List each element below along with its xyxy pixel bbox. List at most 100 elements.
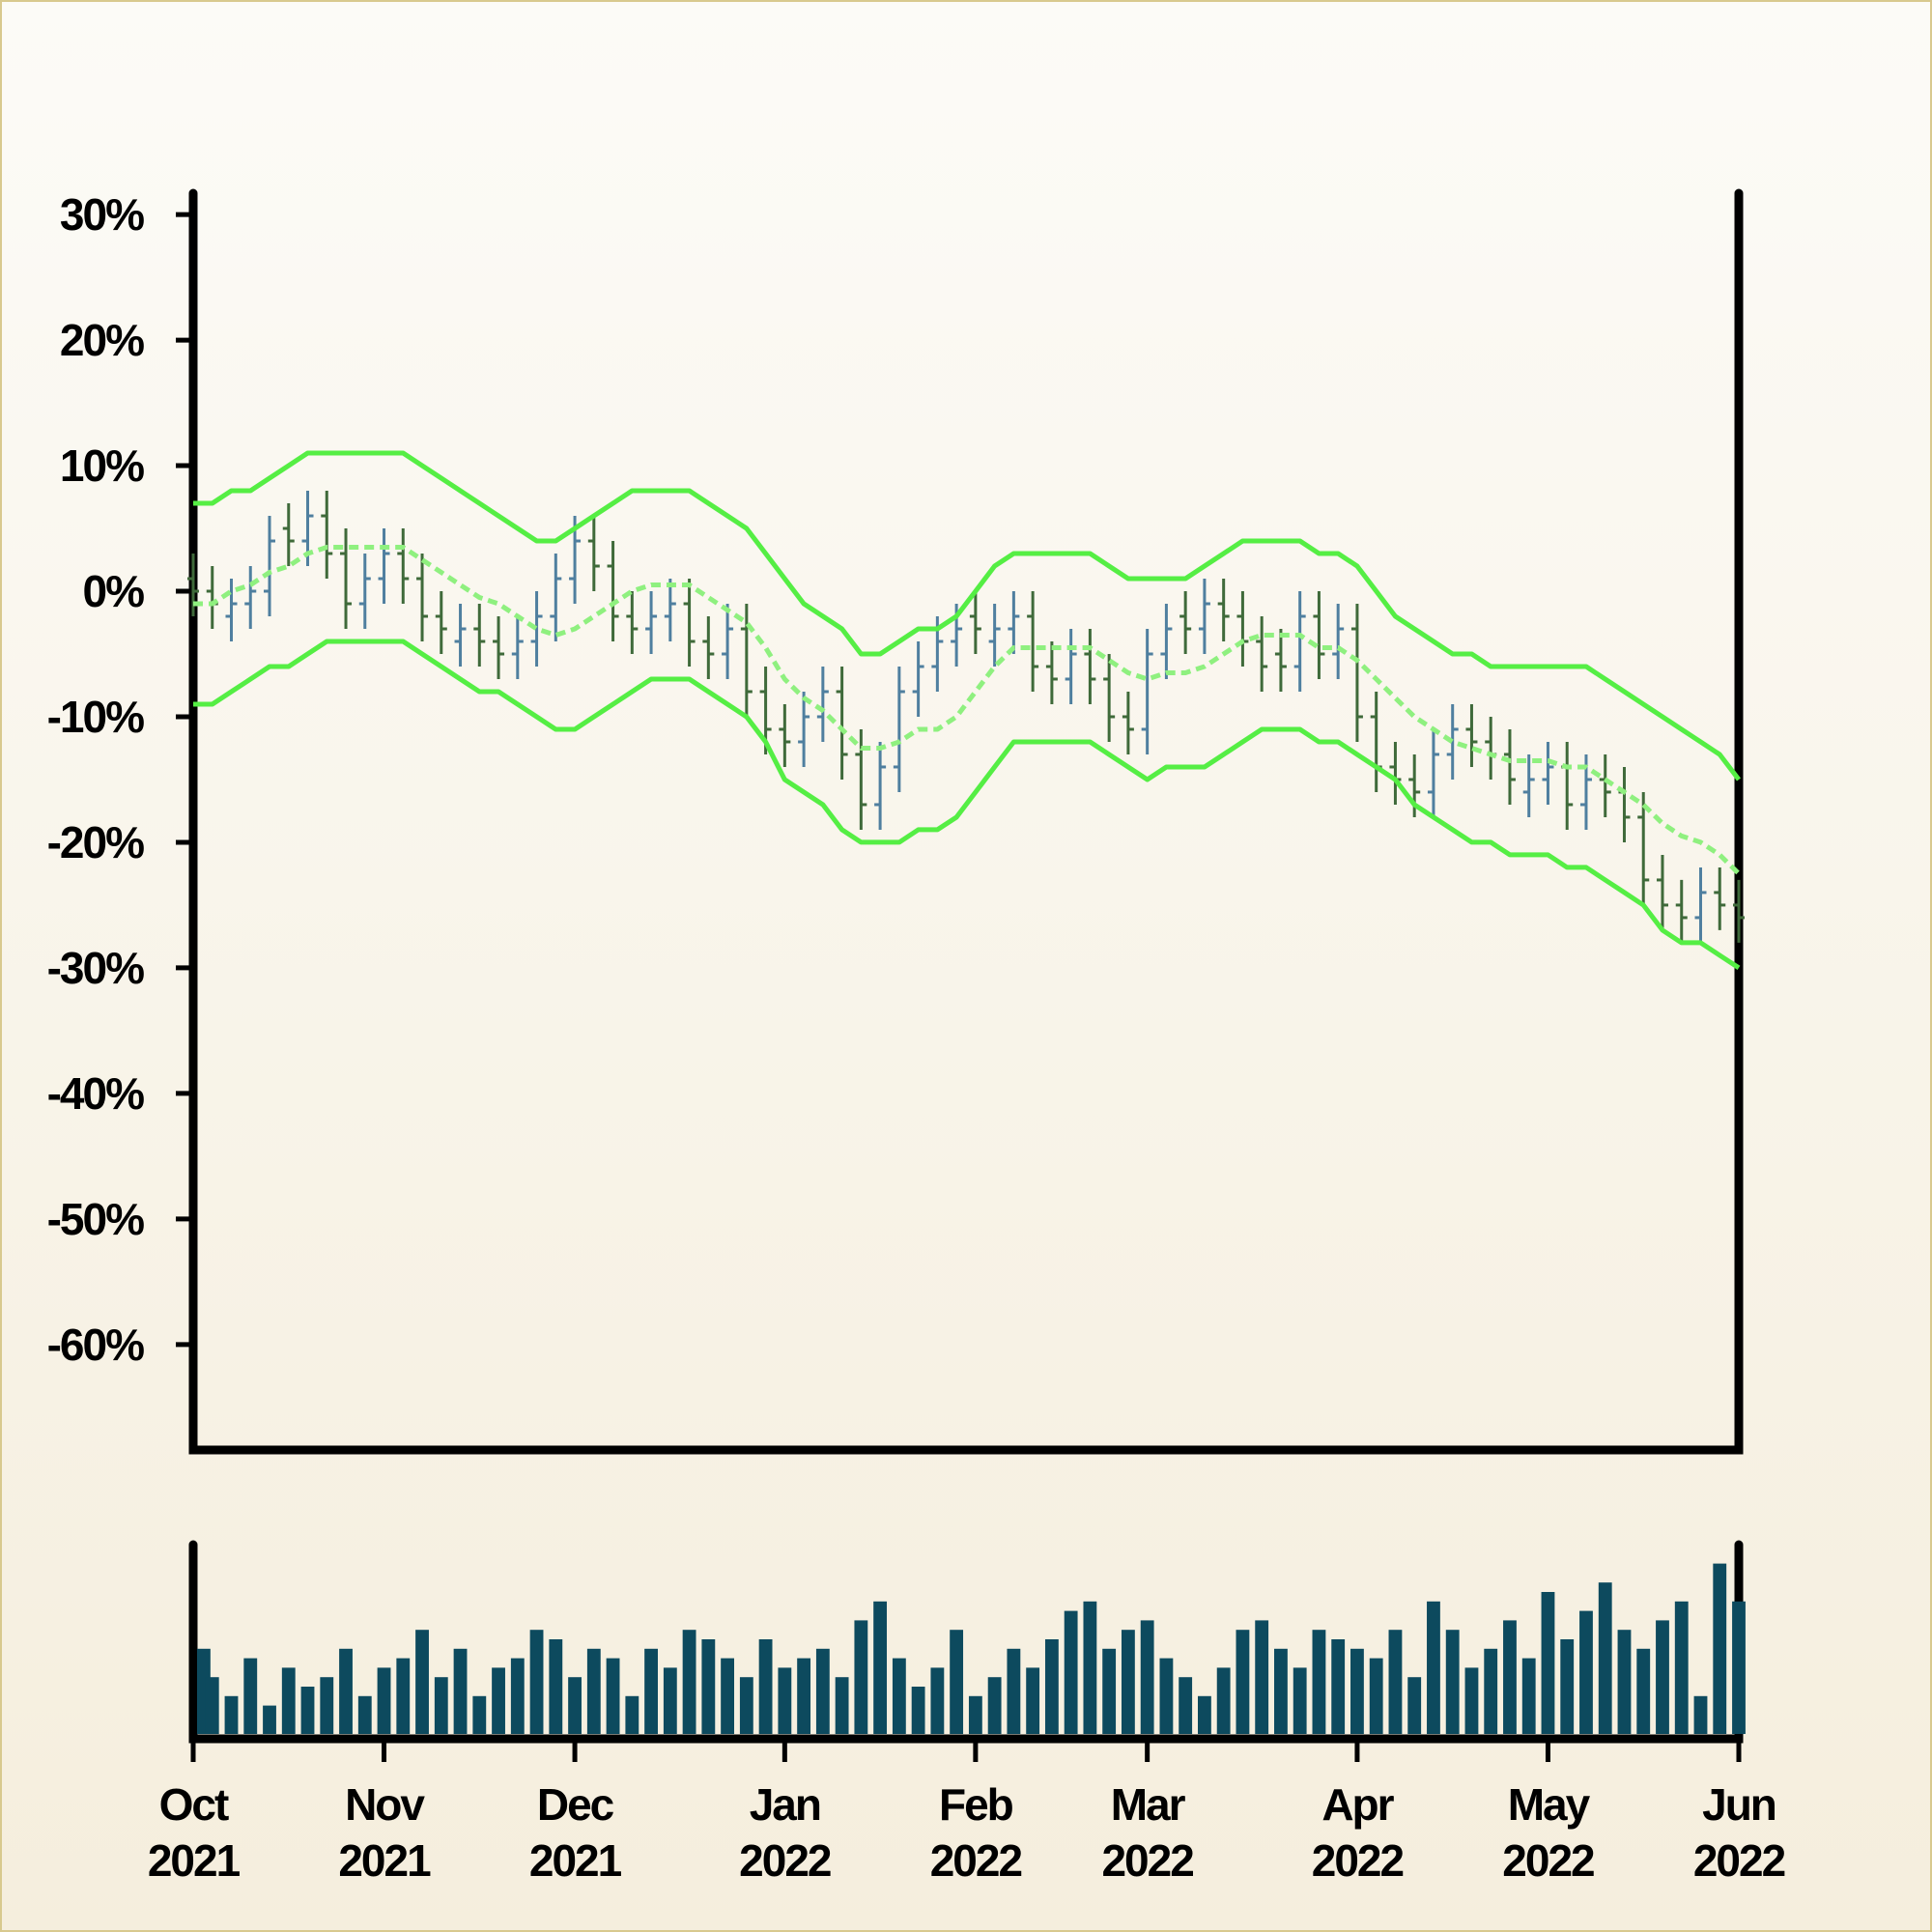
x-tick-label: Jan 2022 — [739, 1779, 831, 1886]
volume-bar — [758, 1639, 773, 1734]
volume-bar — [1674, 1601, 1689, 1734]
volume-bar — [1560, 1639, 1575, 1734]
volume-bar — [1617, 1630, 1632, 1734]
y-tick-label: 0% — [83, 566, 145, 616]
volume-bar — [778, 1667, 792, 1734]
volume-bar — [1064, 1610, 1078, 1734]
x-tick-label: Apr 2022 — [1312, 1779, 1404, 1886]
volume-bar — [529, 1630, 544, 1734]
volume-bar — [1427, 1601, 1440, 1734]
volume-bar — [1521, 1658, 1536, 1734]
y-tick-label: -60% — [47, 1320, 144, 1370]
volume-bar — [243, 1658, 258, 1734]
volume-bar — [453, 1648, 468, 1734]
volume-bar — [701, 1639, 716, 1734]
volume-bar — [1179, 1677, 1193, 1734]
band-line — [193, 545, 1741, 876]
volume-bar — [1121, 1630, 1135, 1734]
volume-bar — [224, 1695, 239, 1734]
volume-bar — [300, 1687, 315, 1734]
volume-bar — [434, 1677, 448, 1734]
volume-bar — [1274, 1648, 1288, 1734]
volume-bar — [721, 1658, 734, 1734]
volume-bar — [1407, 1677, 1422, 1734]
y-tick-label: -20% — [47, 817, 144, 867]
volume-bar — [320, 1677, 334, 1734]
x-tick-label: Jun 2022 — [1693, 1779, 1785, 1886]
volume-bar — [1083, 1601, 1097, 1734]
volume-bar — [1388, 1630, 1403, 1734]
volume-bar — [1656, 1620, 1669, 1734]
volume-bar — [1236, 1630, 1250, 1734]
volume-bar — [263, 1705, 276, 1734]
volume-bar — [510, 1658, 525, 1734]
volume-bar — [492, 1667, 505, 1734]
volume-bar — [1732, 1601, 1746, 1734]
volume-bar — [1693, 1695, 1708, 1734]
y-tick-label: 10% — [60, 440, 144, 491]
y-tick-label: 30% — [60, 189, 144, 240]
volume-bar — [1102, 1648, 1117, 1734]
x-tick-label: Dec 2021 — [529, 1779, 622, 1886]
volume-bar — [1713, 1563, 1727, 1734]
volume-bar — [1503, 1620, 1517, 1734]
volume-bar — [1044, 1639, 1059, 1734]
volume-bar — [987, 1677, 1002, 1734]
volume-bar — [1636, 1648, 1651, 1734]
volume-bar — [1331, 1639, 1346, 1734]
volume-bar — [1579, 1610, 1593, 1734]
volume-bar — [892, 1658, 906, 1734]
volume-bar — [1007, 1648, 1021, 1734]
volume-bar — [1159, 1658, 1174, 1734]
volume-bar — [339, 1648, 353, 1734]
volume-bar — [1541, 1592, 1555, 1734]
volume-bar — [911, 1687, 925, 1734]
volume-bar — [815, 1648, 830, 1734]
x-tick-label: Mar 2022 — [1101, 1779, 1193, 1886]
volume-bar — [586, 1648, 601, 1734]
x-tick-label: Oct 2021 — [148, 1779, 241, 1886]
y-tick-label: -30% — [47, 943, 144, 993]
volume-bar — [644, 1648, 658, 1734]
main-frame — [188, 188, 1744, 1455]
volume-bar — [854, 1620, 868, 1734]
x-tick-label: Feb 2022 — [930, 1779, 1022, 1886]
volume-bar — [1312, 1630, 1326, 1734]
volume-bar — [1026, 1667, 1040, 1734]
y-tick-label: -40% — [47, 1068, 144, 1119]
volume-bar — [1445, 1630, 1460, 1734]
volume-bar — [472, 1695, 487, 1734]
volume-bar — [1598, 1582, 1612, 1734]
volume-bar — [549, 1639, 563, 1734]
x-tick-label: May 2022 — [1502, 1779, 1594, 1886]
volume-bar — [1140, 1620, 1154, 1734]
volume-bar — [377, 1667, 391, 1734]
volume-bar — [682, 1630, 696, 1734]
volume-bar — [1198, 1695, 1211, 1734]
volume-bar — [663, 1667, 677, 1734]
band-line — [193, 639, 1741, 970]
volume-bar — [606, 1658, 620, 1734]
volume-bar — [797, 1658, 811, 1734]
volume-bar — [835, 1677, 849, 1734]
volume-bar — [1484, 1648, 1498, 1734]
volume-bar — [1369, 1658, 1383, 1734]
volume-bar — [950, 1630, 964, 1734]
x-tick-label: Nov 2021 — [338, 1779, 431, 1886]
volume-bar — [930, 1667, 945, 1734]
volume-bar — [205, 1677, 219, 1734]
volume-bar — [1464, 1667, 1479, 1734]
volume-bar — [1350, 1648, 1364, 1734]
volume-bar — [357, 1695, 372, 1734]
volume-bar — [281, 1667, 296, 1734]
volume-bar — [1216, 1667, 1231, 1734]
volume-bar — [968, 1695, 982, 1734]
volume-bar — [625, 1695, 639, 1734]
volume-bar — [415, 1630, 429, 1734]
volume-bar — [739, 1677, 753, 1734]
volume-bar — [396, 1658, 411, 1734]
band-line — [193, 450, 1741, 781]
y-tick-label: 20% — [60, 315, 144, 365]
